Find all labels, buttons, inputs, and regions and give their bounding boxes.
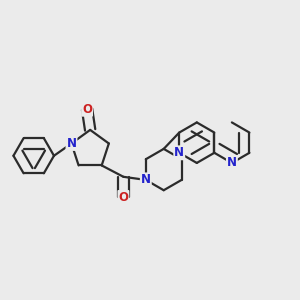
Text: N: N <box>67 137 76 150</box>
Text: N: N <box>227 156 237 170</box>
Text: N: N <box>141 173 151 186</box>
Text: O: O <box>118 191 128 204</box>
Text: N: N <box>174 146 184 159</box>
Text: O: O <box>82 103 92 116</box>
